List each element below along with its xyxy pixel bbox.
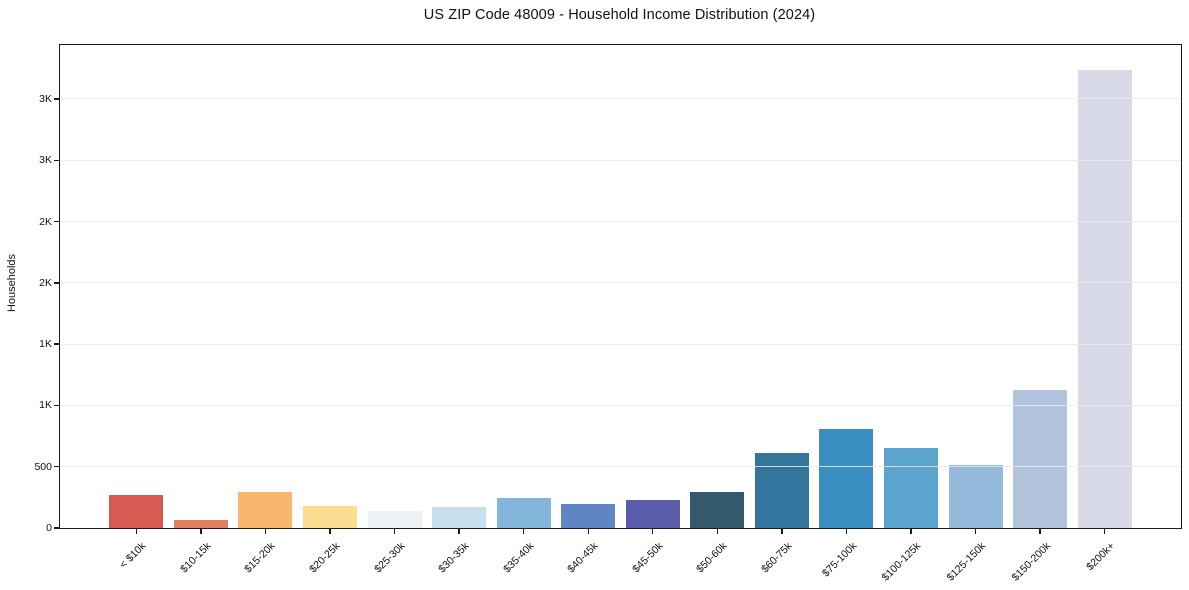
x-tick-label-text: $15-20k: [242, 540, 278, 576]
x-tick-label-text: $25-30k: [371, 540, 408, 576]
gridline: [60, 98, 1181, 100]
x-tick: [522, 528, 525, 534]
x-tick: [974, 528, 977, 534]
y-tick: [54, 220, 60, 223]
x-tick: [910, 528, 912, 534]
y-tick-label: 3K: [39, 154, 52, 167]
y-tick: [54, 282, 60, 284]
y-tick-label: 500: [34, 460, 52, 473]
bar: [109, 494, 164, 528]
x-tick: [716, 528, 719, 534]
bar: [1013, 390, 1068, 528]
x-tick: [1104, 528, 1106, 534]
gridline: [60, 404, 1181, 406]
x-tick: [329, 528, 331, 534]
gridline: [60, 466, 1181, 468]
x-tick: [845, 528, 848, 534]
x-tick-label-text: $100-125k: [879, 540, 924, 584]
x-tick-label-text: < $10k: [117, 540, 149, 571]
y-tick-label: 2K: [39, 276, 52, 289]
x-tick-label-text: $200k+: [1084, 540, 1118, 574]
plot-area: < $10k $10-15k $15-20k $20-25k $25-30k $30-35…: [34, 44, 1182, 584]
bar: [884, 447, 939, 528]
x-tick: [781, 528, 783, 534]
x-tick: [393, 528, 396, 534]
bar: [367, 510, 422, 528]
x-tick-label-text: $10-15k: [178, 540, 214, 576]
x-tick: [652, 528, 654, 534]
gridline: [60, 282, 1181, 284]
gridline: [60, 159, 1181, 161]
x-tick-label-text: $30-35k: [436, 540, 472, 576]
x-tick: [587, 528, 589, 534]
x-tick: [135, 528, 137, 534]
x-tick-label-text: $75-100k: [819, 540, 859, 580]
y-tick-label: 1K: [39, 399, 52, 412]
y-tick-label: 3K: [39, 92, 52, 105]
y-tick: [54, 343, 60, 345]
y-tick-label: 0: [46, 522, 52, 534]
bar: [302, 505, 357, 528]
gridline: [60, 221, 1181, 223]
bar: [948, 464, 1003, 528]
y-tick: [54, 159, 60, 161]
x-tick: [1039, 528, 1041, 534]
bar: [432, 506, 487, 528]
bar: [561, 504, 616, 528]
y-tick: [54, 98, 60, 100]
x-tick: [458, 528, 460, 534]
x-tick-label-text: $40-45k: [565, 540, 601, 576]
bar: [173, 520, 228, 528]
bar: [819, 428, 874, 528]
x-tick: [264, 528, 267, 534]
bar: [496, 497, 551, 528]
bar: [625, 500, 680, 528]
bar: [238, 492, 293, 528]
chart-title: US ZIP Code 48009 - Household Income Dis…: [423, 7, 816, 23]
x-tick-label-text: $20-25k: [307, 540, 343, 576]
x-tick-label-text: $50-60k: [694, 540, 730, 576]
y-tick-label: 2K: [39, 215, 52, 228]
y-tick: [54, 527, 60, 529]
x-tick: [200, 528, 202, 534]
y-tick: [54, 466, 60, 468]
x-tick-label-text: $125-150k: [944, 540, 989, 584]
x-tick-label-text: $35-40k: [500, 540, 537, 576]
x-tick-label-text: $150-200k: [1009, 540, 1053, 584]
y-tick-label: 1K: [39, 338, 52, 351]
gridline: [60, 343, 1181, 345]
bar: [754, 452, 809, 528]
bar: [1077, 69, 1132, 528]
x-tick-label-text: $45-50k: [629, 540, 666, 576]
x-tick-label-text: $60-75k: [759, 540, 795, 576]
bar: [690, 492, 745, 528]
y-tick: [54, 404, 60, 407]
